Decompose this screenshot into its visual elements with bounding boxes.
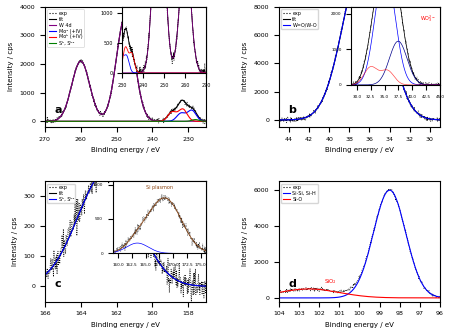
Text: a: a: [55, 105, 62, 115]
Text: b: b: [288, 105, 296, 115]
X-axis label: Binding energy / eV: Binding energy / eV: [91, 147, 160, 153]
X-axis label: Binding energy / eV: Binding energy / eV: [325, 322, 394, 328]
Text: d: d: [288, 279, 296, 289]
X-axis label: Binding energy / eV: Binding energy / eV: [91, 322, 160, 328]
Legend: exp, fit, W 4d, Moᵃ (+IV), Moᵇ (+IV), Sᵇ, Sᵇ²: exp, fit, W 4d, Moᵃ (+IV), Moᵇ (+IV), Sᵇ…: [47, 9, 84, 47]
Text: SiO₂: SiO₂: [325, 279, 336, 284]
X-axis label: Binding energy / eV: Binding energy / eV: [325, 147, 394, 153]
Text: c: c: [55, 279, 61, 289]
Legend: exp, Si-Si, Si-H, Si-O: exp, Si-Si, Si-H, Si-O: [281, 184, 317, 203]
Y-axis label: Intensity / cps: Intensity / cps: [8, 42, 14, 91]
Legend: exp, fit, W=O/W-O: exp, fit, W=O/W-O: [281, 9, 318, 29]
Y-axis label: Intensity / cps: Intensity / cps: [242, 217, 248, 266]
Y-axis label: Intensity / cps: Intensity / cps: [12, 217, 18, 266]
Y-axis label: Intensity / cps: Intensity / cps: [242, 42, 248, 91]
Legend: exp, fit, Sᵇ, Sᵇ²: exp, fit, Sᵇ, Sᵇ²: [47, 184, 75, 203]
